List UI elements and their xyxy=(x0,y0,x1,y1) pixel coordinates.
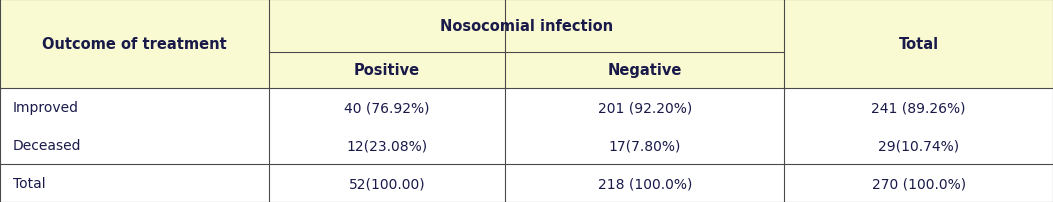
Bar xyxy=(505,53,784,89)
Bar xyxy=(784,126,1053,164)
Text: Outcome of treatment: Outcome of treatment xyxy=(42,37,226,52)
Bar xyxy=(784,164,1053,202)
Bar xyxy=(784,89,1053,126)
Text: 29(10.74%): 29(10.74%) xyxy=(878,138,959,152)
Bar xyxy=(269,0,784,53)
Bar xyxy=(0,89,269,126)
Text: Improved: Improved xyxy=(13,101,79,115)
Bar xyxy=(269,126,505,164)
Text: Positive: Positive xyxy=(354,63,420,78)
Bar xyxy=(0,126,269,164)
Bar xyxy=(505,164,784,202)
Bar xyxy=(269,53,505,89)
Text: Negative: Negative xyxy=(608,63,682,78)
Bar xyxy=(269,89,505,126)
Text: 218 (100.0%): 218 (100.0%) xyxy=(598,176,692,190)
Bar xyxy=(0,0,269,89)
Bar xyxy=(505,89,784,126)
Bar xyxy=(505,126,784,164)
Bar xyxy=(784,0,1053,89)
Text: Nosocomial infection: Nosocomial infection xyxy=(440,19,613,34)
Text: 52(100.00): 52(100.00) xyxy=(349,176,425,190)
Text: Total: Total xyxy=(13,176,45,190)
Text: 201 (92.20%): 201 (92.20%) xyxy=(598,101,692,115)
Text: 12(23.08%): 12(23.08%) xyxy=(346,138,428,152)
Bar xyxy=(0,164,269,202)
Text: 270 (100.0%): 270 (100.0%) xyxy=(872,176,966,190)
Text: Total: Total xyxy=(898,37,939,52)
Text: 40 (76.92%): 40 (76.92%) xyxy=(344,101,430,115)
Text: 17(7.80%): 17(7.80%) xyxy=(609,138,681,152)
Text: 241 (89.26%): 241 (89.26%) xyxy=(872,101,966,115)
Bar xyxy=(269,164,505,202)
Text: Deceased: Deceased xyxy=(13,138,81,152)
